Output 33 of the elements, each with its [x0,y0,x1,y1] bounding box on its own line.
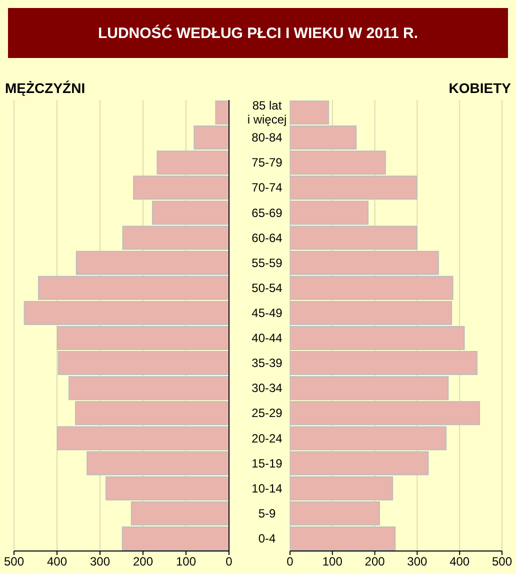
x-tick-label: 500 [492,554,512,569]
y-tick-label: 85 lat i więcej [247,98,287,127]
text: MĘŻCZYŹNI [5,80,86,96]
x-tick-label: 0 [286,554,294,569]
x-tick-label: 0 [226,554,233,569]
y-tick-label: 55-59 [252,256,283,270]
y-tick-label: 35-39 [252,356,283,370]
x-tick-label: 200 [364,554,386,569]
y-tick-label: 5-9 [258,506,276,520]
y-tick-label: 75-79 [252,156,283,170]
x-tick-label: 100 [176,554,196,569]
text: KOBIETY [448,80,511,96]
x-tick-label: 500 [4,554,24,569]
y-tick-label: 70-74 [252,180,283,195]
x-tick-label: 300 [90,554,110,569]
y-tick-label: 10-14 [252,481,283,496]
x-tick-label: 100 [322,554,343,569]
chart-title: LUDNOŚĆ WEDŁUG PŁCI I WIEKU W 2011 R. [8,8,508,58]
y-tick-label: 15-19 [252,456,283,470]
y-tick-label: 60-64 [252,230,283,245]
x-tick-label: 300 [407,554,428,569]
y-tick-label: 65-69 [252,206,283,220]
x-tick-label: 200 [132,554,154,569]
y-tick-label: 20-24 [252,431,283,446]
y-tick-label: 30-34 [252,381,283,396]
x-tick-label: 400 [450,554,470,569]
y-tick-label: 45-49 [252,306,283,320]
y-tick-label: 80-84 [252,130,283,145]
y-tick-label: 0-4 [258,531,276,546]
y-tick-label: 50-54 [252,280,283,295]
x-tick-label: 400 [46,554,68,569]
y-tick-label: 25-29 [252,406,283,420]
y-tick-label: 40-44 [252,331,283,346]
